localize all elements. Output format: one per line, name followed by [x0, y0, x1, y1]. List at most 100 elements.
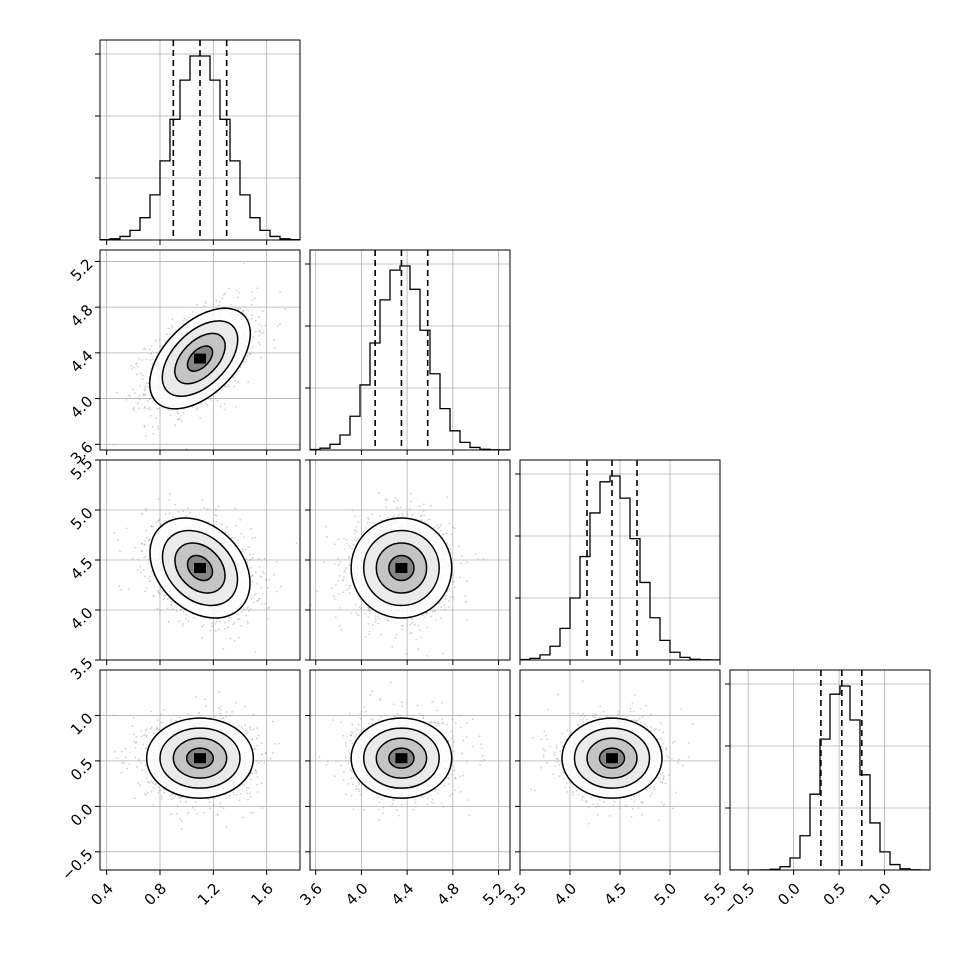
sample-point	[148, 580, 151, 583]
sample-point	[214, 622, 217, 625]
sample-point	[142, 394, 145, 397]
sample-point	[427, 519, 430, 521]
sample-point	[138, 407, 140, 410]
sample-point	[199, 402, 202, 405]
contour-line	[161, 320, 239, 398]
sample-point	[217, 707, 220, 709]
sample-point	[182, 320, 185, 322]
sample-point	[147, 385, 150, 388]
sample-point	[137, 782, 139, 785]
sample-point	[216, 813, 219, 816]
sample-point	[177, 418, 179, 421]
sample-point	[450, 533, 453, 536]
sample-point	[156, 726, 159, 729]
sample-point	[275, 590, 278, 593]
sample-point	[215, 299, 218, 302]
sample-point	[163, 597, 166, 600]
sample-point	[196, 407, 199, 409]
sample-point	[347, 556, 350, 559]
sample-point	[144, 386, 146, 389]
sample-point	[164, 513, 167, 516]
sample-point	[239, 307, 242, 310]
sample-point	[442, 533, 445, 536]
sample-point	[351, 509, 354, 512]
sample-point	[176, 804, 179, 807]
sample-point	[374, 618, 377, 620]
panel-frame	[99, 249, 301, 451]
sample-point	[258, 334, 261, 337]
sample-point	[191, 406, 194, 408]
sample-point	[367, 609, 370, 612]
sample-point	[241, 611, 244, 614]
sample-point	[251, 574, 253, 576]
sample-point	[258, 330, 261, 333]
sample-point	[213, 629, 215, 632]
sample-point	[399, 506, 402, 509]
contour-group	[350, 517, 453, 619]
sample-point	[182, 623, 185, 625]
sample-point	[458, 576, 461, 579]
sample-point	[394, 637, 397, 639]
sample-point	[171, 318, 174, 321]
sample-point	[247, 622, 249, 625]
sample-point	[409, 623, 411, 626]
sample-point	[380, 633, 382, 636]
sample-point	[334, 616, 337, 619]
sample-point	[446, 496, 449, 499]
sample-point	[168, 621, 170, 624]
sample-point	[409, 492, 412, 495]
sample-point	[397, 513, 400, 516]
sample-point	[237, 380, 240, 383]
sample-point	[452, 580, 455, 583]
sample-point	[133, 366, 136, 369]
sample-point	[120, 771, 123, 774]
sample-point	[166, 598, 169, 601]
sample-point	[257, 600, 260, 602]
sample-point	[323, 560, 326, 563]
sample-point	[218, 304, 220, 307]
sample-point	[170, 409, 173, 412]
sample-point	[214, 630, 217, 633]
sample-point	[445, 594, 448, 597]
sample-point	[257, 734, 260, 737]
sample-point	[182, 411, 185, 414]
sample-point	[150, 710, 153, 713]
sample-point	[247, 605, 250, 608]
sample-point	[175, 610, 178, 613]
sample-point	[246, 354, 249, 357]
sample-point	[343, 569, 346, 571]
sample-point	[223, 403, 226, 406]
sample-point	[260, 356, 262, 359]
sample-point	[460, 562, 463, 565]
sample-point	[167, 327, 170, 330]
sample-point	[244, 730, 247, 733]
sample-point	[252, 553, 255, 556]
sample-point	[204, 300, 207, 303]
sample-point	[259, 329, 261, 332]
sample-point	[91, 398, 93, 400]
sample-point	[160, 797, 163, 800]
sample-point	[132, 716, 135, 719]
sample-point	[144, 764, 147, 767]
sample-point	[348, 557, 350, 559]
y-tick-label: 4.0	[67, 392, 97, 422]
histogram-p2	[515, 459, 721, 665]
sample-point	[333, 562, 336, 565]
sample-point	[185, 318, 188, 321]
sample-point	[260, 760, 263, 763]
sample-point	[237, 291, 240, 294]
histogram-step	[310, 265, 510, 450]
sample-point	[368, 630, 371, 633]
sample-point	[419, 515, 422, 517]
sample-point	[324, 525, 327, 528]
sample-point	[367, 622, 370, 625]
sample-point	[141, 512, 144, 515]
sample-point	[265, 579, 268, 582]
sample-point	[141, 542, 144, 545]
sample-point	[360, 607, 362, 610]
sample-point	[224, 531, 227, 534]
sample-point	[204, 705, 207, 708]
sample-point	[195, 303, 198, 306]
y-tick-label: 5.0	[67, 504, 97, 534]
